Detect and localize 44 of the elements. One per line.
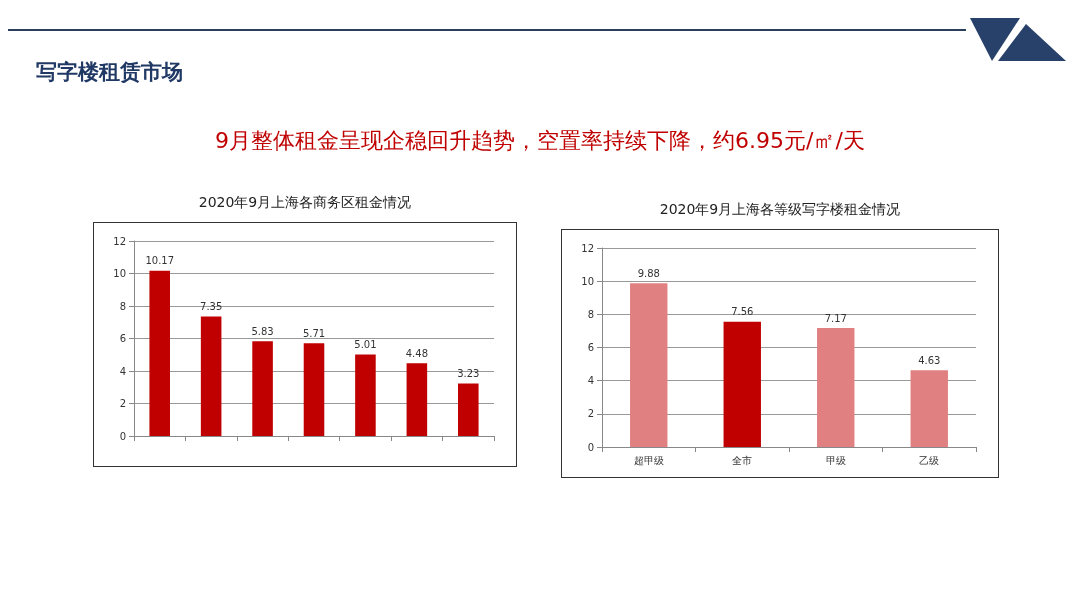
bar [817,328,855,447]
bar [630,283,668,447]
x-tick-label: 超甲级 [633,454,664,466]
data-label: 9.88 [637,267,660,279]
y-tick-label: 2 [587,408,594,420]
chart-title: 2020年9月上海各等级写字楼租金情况 [658,201,902,219]
y-tick-label: 12 [113,235,126,247]
bar [252,341,273,436]
text: 写字楼租赁市场 [36,59,183,86]
bar [355,354,376,436]
y-tick-label: 4 [119,365,126,377]
x-tick-label: 甲级 [825,454,846,466]
bar [458,383,479,436]
y-tick-label: 6 [587,342,594,353]
data-label: 5.01 [354,339,377,351]
bar [406,363,428,436]
data-label: 5.71 [302,327,326,339]
data-label: 4.63 [918,354,941,366]
bar [723,321,761,447]
y-tick-label: 10 [581,275,594,287]
text: 9月整体租金呈现企稳回升趋势，空置率持续下降，约6.95元/㎡/天 [214,127,866,155]
data-label: 3.23 [457,368,480,380]
bar [303,343,325,436]
data-label: 7.35 [200,301,223,313]
data-label: 7.56 [731,306,754,318]
data-label: 5.83 [251,325,274,337]
data-label: 7.17 [824,312,847,324]
x-tick-label: 全市 [732,454,753,466]
y-tick-label: 0 [587,441,594,453]
bar [200,316,222,436]
y-tick-label: 10 [113,268,126,279]
data-label: 10.17 [145,255,175,267]
chart-title: 2020年9月上海各商务区租金情况 [197,194,413,212]
bar [149,270,170,436]
y-tick-label: 8 [587,308,594,320]
bar [910,370,948,447]
data-label: 4.48 [405,347,428,359]
y-tick-label: 12 [581,242,594,254]
y-tick-label: 8 [119,300,126,312]
y-tick-label: 4 [587,375,594,387]
y-tick-label: 6 [119,333,126,344]
y-tick-label: 0 [119,430,126,442]
y-tick-label: 2 [119,398,126,409]
x-tick-label: 乙级 [919,454,940,466]
